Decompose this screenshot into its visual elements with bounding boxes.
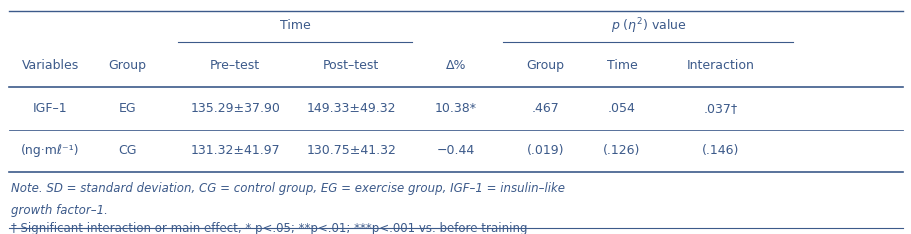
- Text: 10.38*: 10.38*: [435, 102, 476, 115]
- Text: Group: Group: [526, 59, 564, 72]
- Text: .037†: .037†: [702, 102, 737, 115]
- Text: (.019): (.019): [526, 144, 564, 157]
- Text: −0.44: −0.44: [436, 144, 475, 157]
- Text: 130.75±41.32: 130.75±41.32: [306, 144, 395, 157]
- Text: (ng·mℓ⁻¹): (ng·mℓ⁻¹): [21, 144, 79, 157]
- Text: CG: CG: [118, 144, 137, 157]
- Text: EG: EG: [118, 102, 137, 115]
- Text: .467: .467: [531, 102, 558, 115]
- Text: Δ%: Δ%: [445, 59, 466, 72]
- Text: Pre–test: Pre–test: [210, 59, 260, 72]
- Text: Post–test: Post–test: [322, 59, 379, 72]
- Text: 149.33±49.32: 149.33±49.32: [306, 102, 395, 115]
- Text: Time: Time: [606, 59, 637, 72]
- Text: † Significant interaction or main effect, * p<.05; **p<.01; ***p<.001 vs. before: † Significant interaction or main effect…: [11, 222, 527, 234]
- Text: $\it{p}$ ($\eta^2$) value: $\it{p}$ ($\eta^2$) value: [610, 16, 685, 36]
- Text: Variables: Variables: [22, 59, 78, 72]
- Text: Group: Group: [108, 59, 147, 72]
- Text: Interaction: Interaction: [686, 59, 753, 72]
- Text: 135.29±37.90: 135.29±37.90: [190, 102, 280, 115]
- Text: growth factor–1.: growth factor–1.: [11, 204, 107, 217]
- Text: IGF–1: IGF–1: [33, 102, 67, 115]
- Text: .054: .054: [608, 102, 635, 115]
- Text: Time: Time: [280, 19, 310, 32]
- Text: (.126): (.126): [603, 144, 640, 157]
- Text: Note. SD = standard deviation, CG = control group, EG = exercise group, IGF–1 = : Note. SD = standard deviation, CG = cont…: [11, 182, 564, 195]
- Text: (.146): (.146): [701, 144, 738, 157]
- Text: 131.32±41.97: 131.32±41.97: [190, 144, 280, 157]
